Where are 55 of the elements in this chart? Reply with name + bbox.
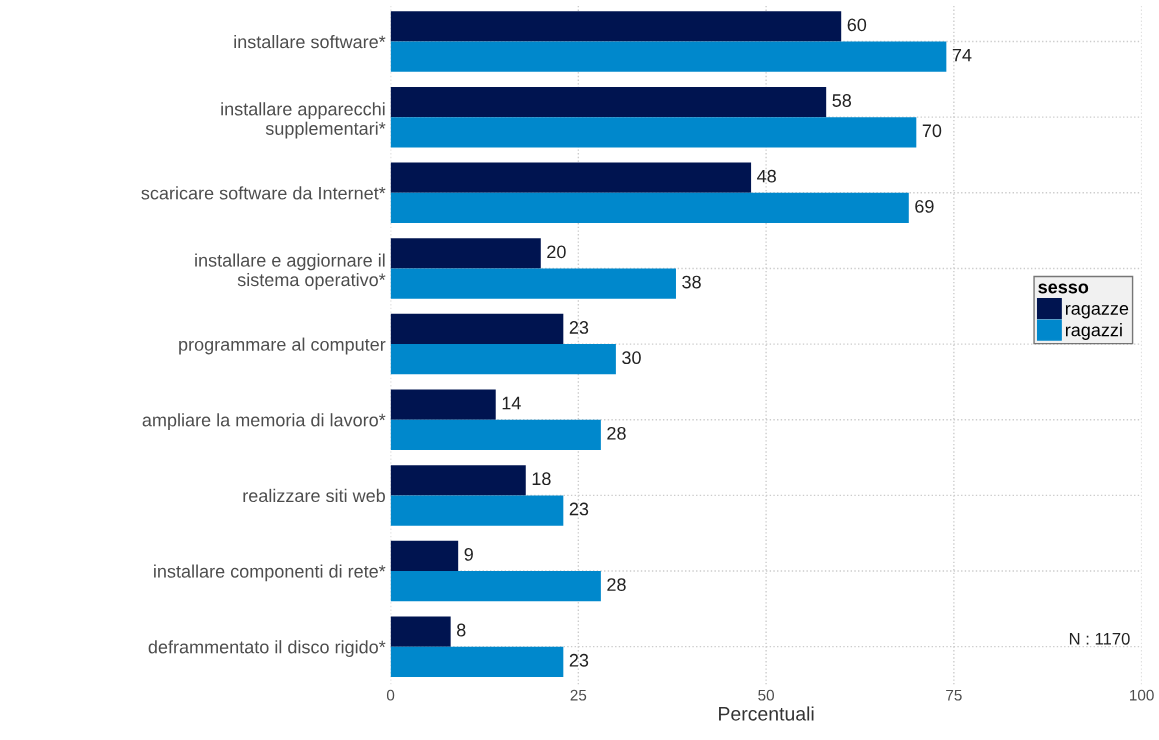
data-label: 74 bbox=[952, 48, 972, 62]
y-tick-label: ampliare la memoria di lavoro* bbox=[142, 413, 386, 431]
data-label: 58 bbox=[832, 94, 852, 107]
bar bbox=[390, 389, 496, 420]
data-label: 30 bbox=[622, 351, 641, 365]
data-label: 38 bbox=[682, 275, 701, 289]
x-tick-label: 25 bbox=[570, 689, 587, 701]
data-label: 23 bbox=[569, 653, 589, 667]
bar bbox=[390, 11, 842, 42]
x-tick-label: 100 bbox=[1130, 689, 1154, 701]
annotation: N : 1170 bbox=[1069, 632, 1130, 645]
data-label: 60 bbox=[847, 18, 867, 32]
bar bbox=[390, 495, 564, 526]
bar bbox=[390, 238, 541, 269]
y-tick-label: installare software* bbox=[234, 34, 386, 49]
y-tick-label: installare componenti di rete* bbox=[154, 564, 386, 582]
data-label: 23 bbox=[569, 502, 589, 516]
data-label: 20 bbox=[547, 245, 566, 259]
bar bbox=[390, 86, 827, 118]
bar bbox=[390, 465, 526, 496]
data-label: 70 bbox=[922, 124, 942, 138]
legend-label: ragazzi bbox=[1065, 323, 1122, 340]
bar bbox=[390, 571, 601, 602]
legend-title: sesso bbox=[1038, 283, 1089, 294]
data-label: 9 bbox=[464, 547, 473, 561]
data-label: 14 bbox=[502, 396, 521, 410]
bar bbox=[390, 344, 616, 375]
bar bbox=[390, 162, 752, 193]
bar bbox=[390, 419, 601, 450]
bar bbox=[390, 268, 676, 299]
y-tick-label: programmare al computer bbox=[179, 337, 386, 355]
data-label: 23 bbox=[569, 321, 589, 334]
x-axis-title: Percentuali bbox=[719, 706, 814, 721]
bar bbox=[390, 117, 917, 148]
y-tick-label: deframmentato il disco rigido* bbox=[148, 640, 386, 657]
y-tick-label: installare e aggiornare il sistema operativo* bbox=[195, 253, 386, 290]
data-label: 48 bbox=[757, 169, 776, 183]
y-tick-label: realizzare siti web bbox=[243, 488, 385, 503]
data-label: 28 bbox=[607, 426, 626, 440]
x-tick-label: 0 bbox=[386, 689, 395, 701]
y-tick-label: installare apparecchi supplementari* bbox=[221, 102, 386, 139]
data-label: 28 bbox=[607, 578, 626, 592]
x-tick-label: 75 bbox=[946, 689, 962, 701]
bar bbox=[390, 616, 451, 647]
legend-label: ragazze bbox=[1065, 304, 1129, 319]
y-tick-label: scaricare software da Internet* bbox=[141, 186, 386, 200]
data-label: 8 bbox=[457, 623, 466, 637]
x-tick-label: 50 bbox=[758, 689, 774, 701]
bar bbox=[390, 540, 459, 572]
data-label: 18 bbox=[532, 472, 551, 486]
bar bbox=[390, 192, 909, 224]
data-label: 69 bbox=[915, 200, 934, 213]
bar bbox=[390, 41, 947, 72]
bar bbox=[390, 313, 564, 345]
bar bbox=[390, 646, 564, 677]
